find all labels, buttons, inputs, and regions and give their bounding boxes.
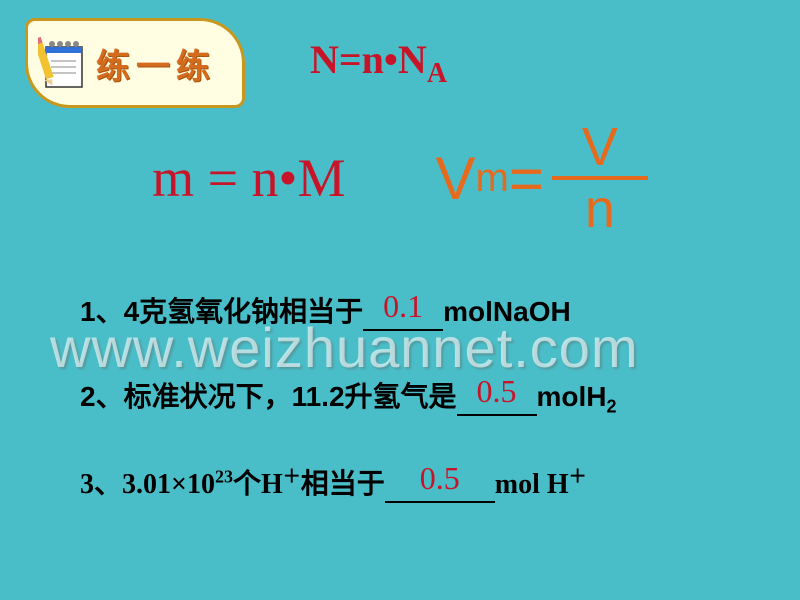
q3-sup2: ＋ — [283, 466, 301, 486]
practice-banner: 练一练 — [25, 18, 245, 108]
q3-prefix-a: 3、3.01×10 — [80, 469, 215, 500]
formula-subscript: A — [427, 58, 447, 89]
q3-answer: 0.5 — [420, 460, 460, 496]
pencil-notepad-icon — [38, 33, 88, 93]
q1-answer: 0.1 — [383, 288, 423, 324]
vm-equals: = — [509, 144, 544, 213]
q3-suffix-sup: ＋ — [569, 466, 587, 486]
formula-molar-volume: Vm= V n — [435, 120, 647, 236]
q2-sub: 2 — [607, 397, 617, 417]
q3-blank: 0.5 — [385, 464, 495, 503]
q1-suffix: molNaOH — [443, 296, 571, 327]
formula-row: m = n•M Vm= V n — [0, 120, 800, 236]
formula-avogadro: N=n•NA — [310, 36, 447, 90]
q3-prefix-b: 个H — [233, 469, 283, 500]
question-list: 1、4克氢氧化钠相当于0.1molNaOH 2、标准状况下，11.2升氢气是0.… — [80, 290, 760, 547]
question-1: 1、4克氢氧化钠相当于0.1molNaOH — [80, 290, 760, 331]
q3-suffix: mol H — [495, 469, 569, 500]
question-3: 3、3.01×1023个H＋相当于0.5mol H＋ — [80, 462, 760, 503]
q2-prefix: 2、标准状况下，11.2升氢气是 — [80, 381, 457, 412]
q2-answer: 0.5 — [477, 373, 517, 409]
formula-mass: m = n•M — [152, 147, 345, 209]
question-2: 2、标准状况下，11.2升氢气是0.5molH2 — [80, 375, 760, 418]
fraction: V n — [552, 120, 648, 236]
fraction-denominator: n — [585, 180, 615, 236]
banner-title: 练一练 — [96, 39, 216, 88]
q1-prefix: 1、4克氢氧化钠相当于 — [80, 296, 363, 327]
q2-blank: 0.5 — [457, 377, 537, 416]
q3-sup: 23 — [215, 466, 233, 486]
formula-text: N=n•N — [310, 37, 427, 82]
vm-sub: m — [476, 156, 509, 201]
q1-blank: 0.1 — [363, 292, 443, 331]
fraction-numerator: V — [552, 120, 648, 180]
q3-prefix-c: 相当于 — [301, 469, 385, 500]
q2-suffix: molH — [537, 381, 607, 412]
vm-main: V — [435, 144, 475, 213]
